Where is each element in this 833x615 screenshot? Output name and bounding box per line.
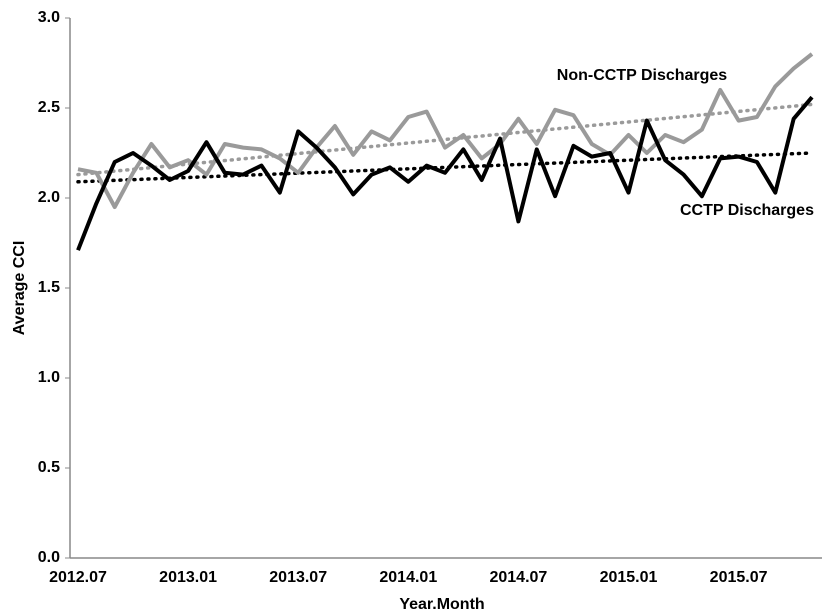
x-tick-label: 2014.07 [489,569,547,586]
y-tick-label: 2.5 [38,99,60,116]
series-label: CCTP Discharges [680,202,814,219]
series-line [77,52,814,209]
series-line [76,95,814,251]
x-tick-label: 2013.07 [269,569,327,586]
x-tick-label: 2014.01 [379,569,437,586]
y-tick-label: 3.0 [38,9,60,26]
y-tick-label: 1.5 [38,279,60,296]
y-tick-label: 2.0 [38,189,60,206]
y-axis-title: Average CCI [11,241,28,336]
series-label: Non-CCTP Discharges [557,67,728,84]
y-tick-label: 1.0 [38,369,60,386]
x-tick-label: 2012.07 [49,569,107,586]
x-tick-label: 2015.01 [600,569,658,586]
x-axis-title: Year.Month [399,596,484,613]
x-tick-label: 2013.01 [159,569,217,586]
trend-line [76,102,814,177]
y-tick-label: 0.0 [38,549,60,566]
x-tick-label: 2015.07 [710,569,768,586]
y-tick-label: 0.5 [38,459,60,476]
